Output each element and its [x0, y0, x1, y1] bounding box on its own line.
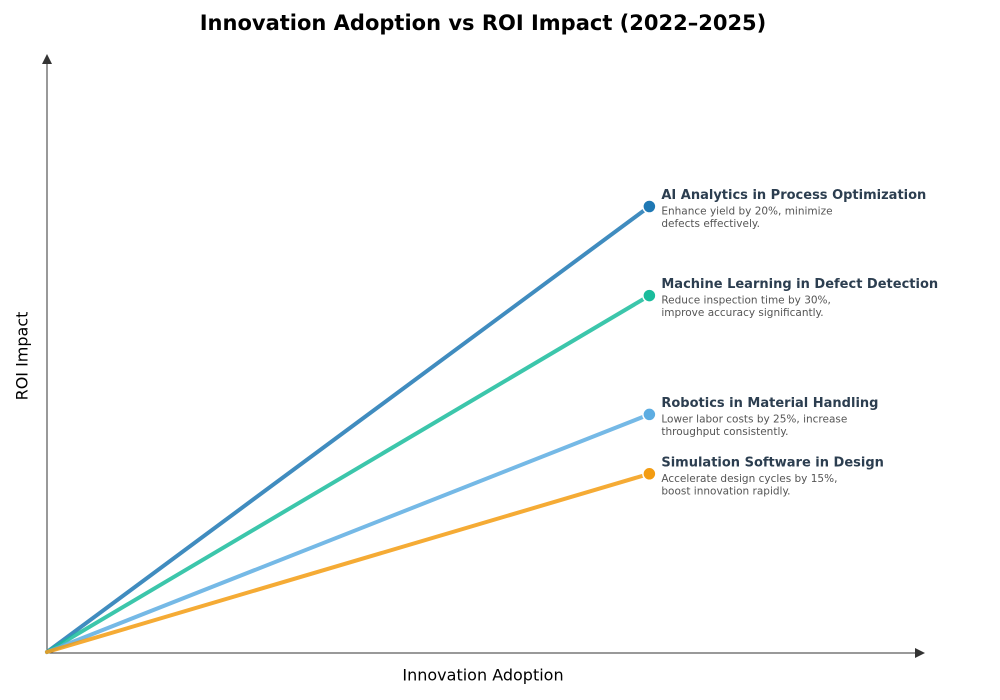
series-description: Lower labor costs by 25%, increase: [661, 413, 847, 425]
series-line: [45, 471, 652, 654]
y-axis-label: ROI Impact: [13, 312, 32, 401]
end-point: [642, 199, 657, 214]
series-description: boost innovation rapidly.: [661, 485, 790, 497]
series-name: AI Analytics in Process Optimization: [661, 188, 926, 203]
x-axis-arrow: [915, 648, 925, 658]
series-name: Robotics in Material Handling: [661, 396, 878, 411]
end-point: [642, 407, 657, 422]
series-name: Simulation Software in Design: [661, 455, 884, 470]
series-description: Reduce inspection time by 30%,: [661, 295, 831, 307]
series-description: Enhance yield by 20%, minimize: [661, 206, 832, 218]
series-name: Machine Learning in Defect Detection: [661, 277, 938, 292]
series-description: throughput consistently.: [661, 426, 788, 438]
series-description: Accelerate design cycles by 15%,: [661, 473, 837, 485]
end-point: [642, 466, 657, 482]
series-line: [45, 204, 652, 654]
x-axis-label: Innovation Adoption: [402, 666, 563, 685]
chart-title: Innovation Adoption vs ROI Impact (2022–…: [200, 11, 767, 35]
end-point: [642, 288, 657, 303]
series-line: [45, 412, 652, 654]
series-line: [45, 293, 652, 654]
y-axis-arrow: [42, 54, 52, 64]
series-description: improve accuracy significantly.: [661, 307, 823, 319]
series-description: defects effectively.: [661, 218, 760, 230]
